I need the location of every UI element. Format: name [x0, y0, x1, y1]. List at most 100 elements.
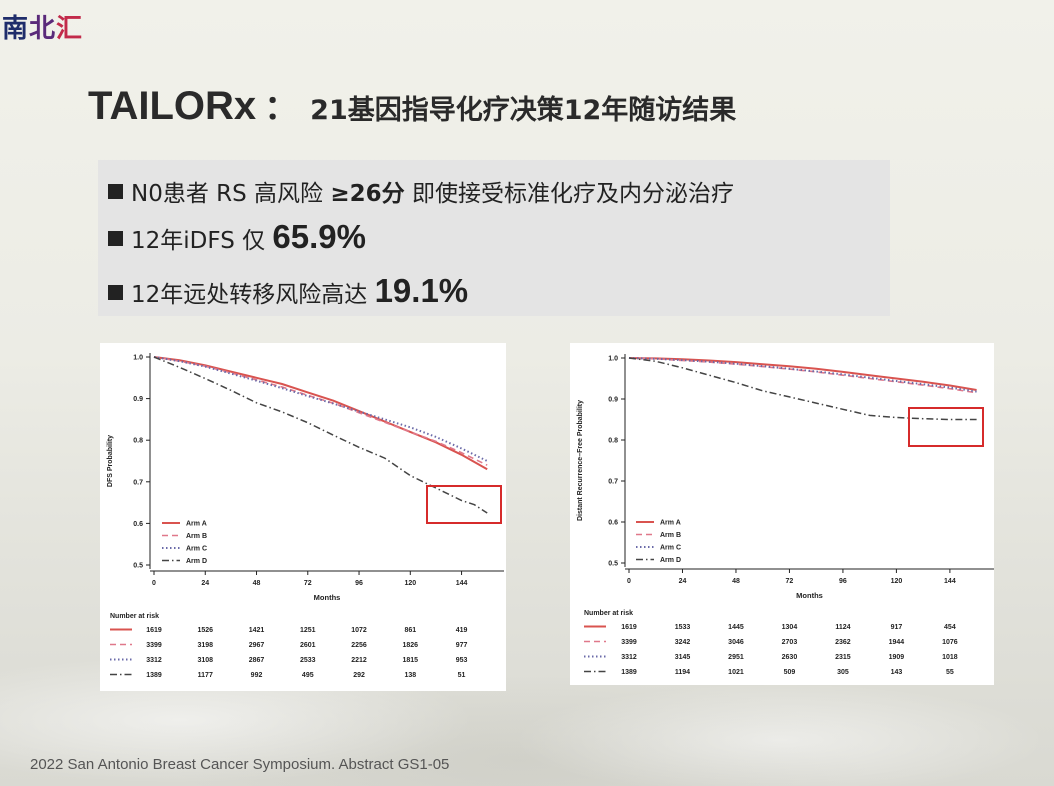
risk-cell: 1304 [782, 624, 798, 631]
y-tick-label: 0.8 [133, 438, 143, 445]
x-tick-label: 96 [839, 578, 847, 585]
risk-cell: 3198 [197, 642, 213, 649]
risk-cell: 953 [456, 657, 468, 664]
bullet-2-text: 12年iDFS 仅 [131, 228, 273, 254]
series-line-arm-c [153, 356, 488, 462]
y-tick-label: 0.7 [133, 479, 143, 486]
x-tick-label: 72 [786, 578, 794, 585]
x-tick-label: 0 [627, 578, 631, 585]
bullet-square-icon [108, 231, 123, 246]
y-axis-label: DFS Probability [107, 435, 114, 487]
risk-cell: 2703 [782, 639, 798, 646]
legend-label: Arm B [186, 533, 207, 540]
bullet-3-highlight: 19.1% [374, 272, 469, 309]
risk-cell: 1124 [835, 624, 850, 631]
risk-cell: 509 [784, 669, 796, 676]
risk-cell: 143 [891, 669, 903, 676]
title-main: TAILORx [88, 84, 257, 128]
legend-label: Arm B [660, 532, 681, 539]
risk-cell: 292 [353, 672, 365, 679]
title-colon: ： [264, 89, 299, 127]
risk-cell: 1826 [403, 642, 419, 649]
risk-cell: 3312 [621, 654, 637, 661]
series-line-arm-a [628, 357, 977, 391]
x-tick-label: 48 [253, 580, 261, 587]
risk-cell: 2212 [351, 657, 367, 664]
risk-cell: 454 [944, 624, 956, 631]
x-tick-label: 96 [355, 580, 363, 587]
risk-cell: 1021 [728, 669, 744, 676]
risk-cell: 305 [837, 669, 849, 676]
risk-cell: 2601 [300, 642, 316, 649]
bullet-3: 12年远处转移风险高达 19.1% [108, 272, 468, 310]
y-tick-label: 0.5 [608, 561, 618, 568]
dfs-chart: 0.5 0.6 0.7 0.8 0.9 1.0 0 24 48 72 96 120 144 Months D… [107, 353, 504, 679]
bullet-box: N0患者 RS 高风险 ≥26分 即使接受标准化疗及内分泌治疗 12年iDFS … [98, 160, 890, 316]
bullet-1-text: N0患者 RS 高风险 [131, 181, 331, 207]
series-line-arm-c [628, 357, 977, 393]
risk-cell: 2951 [728, 654, 744, 661]
y-tick-label: 1.0 [608, 356, 618, 363]
series-line-arm-b [628, 357, 977, 394]
risk-cell: 2867 [249, 657, 265, 664]
risk-cell: 1389 [146, 672, 162, 679]
risk-cell: 3312 [146, 657, 162, 664]
x-tick-label: 144 [944, 578, 956, 585]
bullet-1: N0患者 RS 高风险 ≥26分 即使接受标准化疗及内分泌治疗 [108, 174, 734, 208]
risk-cell: 2967 [249, 642, 265, 649]
y-tick-label: 0.6 [133, 521, 143, 528]
bullet-2: 12年iDFS 仅 65.9% [108, 218, 366, 256]
risk-cell: 3399 [146, 642, 162, 649]
risk-cell: 1815 [403, 657, 419, 664]
risk-cell: 3145 [675, 654, 691, 661]
risk-cell: 495 [302, 672, 314, 679]
risk-cell: 1072 [351, 627, 367, 634]
title-subtitle: 21基因指导化疗决策12年随访结果 [310, 95, 737, 126]
risk-cell: 3242 [675, 639, 691, 646]
risk-cell: 1619 [621, 624, 637, 631]
risk-cell: 138 [404, 672, 416, 679]
bullet-square-icon [108, 184, 123, 199]
risk-cell: 1018 [942, 654, 958, 661]
risk-cell: 1194 [675, 669, 690, 676]
legend-label: Arm C [186, 546, 207, 553]
y-tick-label: 0.6 [608, 520, 618, 527]
risk-cell: 3399 [621, 639, 637, 646]
risk-cell: 3108 [197, 657, 213, 664]
risk-cell: 1533 [675, 624, 691, 631]
risk-cell: 2362 [835, 639, 851, 646]
legend-label: Arm D [186, 558, 207, 565]
risk-cell: 51 [458, 672, 466, 679]
risk-cell: 2630 [782, 654, 798, 661]
risk-cell: 992 [251, 672, 263, 679]
x-tick-label: 24 [679, 578, 687, 585]
highlight-box [908, 407, 984, 447]
x-axis-label: Months [314, 593, 341, 602]
risk-cell: 3046 [728, 639, 744, 646]
x-tick-label: 48 [732, 578, 740, 585]
risk-cell: 1076 [942, 639, 958, 646]
series-line-arm-b [153, 356, 488, 466]
slide-title: TAILORx： 21基因指导化疗决策12年随访结果 [88, 80, 736, 129]
y-tick-label: 0.8 [608, 438, 618, 445]
risk-cell: 1445 [728, 624, 744, 631]
risk-cell: 1619 [146, 627, 162, 634]
y-tick-label: 0.9 [608, 397, 618, 404]
y-axis-label: Distant Recurrence–Free Probability [577, 400, 584, 521]
bullet-1-post: 即使接受标准化疗及内分泌治疗 [404, 181, 734, 207]
risk-cell: 2315 [835, 654, 851, 661]
y-tick-label: 0.9 [133, 396, 143, 403]
legend-label: Arm A [186, 521, 207, 528]
risk-cell: 1251 [300, 627, 316, 634]
x-tick-label: 120 [404, 580, 416, 587]
risk-cell: 1421 [249, 627, 265, 634]
risk-cell: 1177 [198, 672, 213, 679]
y-tick-label: 1.0 [133, 355, 143, 362]
bullet-1-bold: ≥26分 [330, 181, 405, 207]
risk-cell: 1909 [889, 654, 905, 661]
drfs-chart: 0.5 0.6 0.7 0.8 0.9 1.0 0 24 48 72 96 120 144 Months D… [577, 354, 994, 676]
logo: 南北汇 [2, 14, 84, 44]
y-tick-label: 0.5 [133, 563, 143, 570]
risk-table-header: Number at risk [584, 610, 633, 617]
x-tick-label: 24 [201, 580, 209, 587]
